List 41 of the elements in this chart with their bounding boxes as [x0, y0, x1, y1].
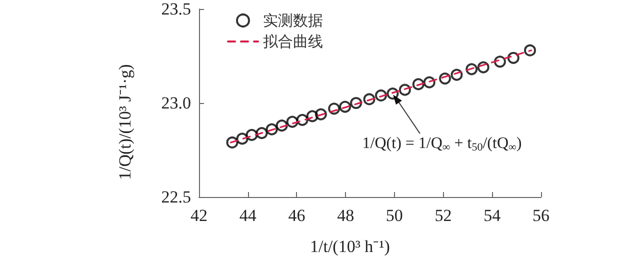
y-tick-label: 23.5 [161, 0, 191, 18]
x-tick-label: 42 [190, 206, 208, 225]
point [375, 89, 387, 102]
x-tick-label: 50 [386, 206, 403, 225]
point [314, 108, 327, 120]
point [412, 78, 424, 90]
y-axis-title: 1/Q(t)/(10³ J⁻¹·g) [116, 64, 134, 180]
point [256, 127, 268, 140]
point [398, 84, 411, 96]
point [236, 132, 248, 145]
x-tick-label: 48 [337, 206, 354, 225]
point [286, 116, 298, 128]
y-tick-label: 22.5 [161, 188, 191, 206]
point [466, 63, 478, 76]
point [450, 68, 463, 81]
point [306, 110, 318, 122]
point [507, 52, 520, 64]
x-tick-label: 54 [484, 206, 502, 225]
point [423, 76, 436, 88]
point [386, 88, 399, 100]
x-tick-label: 52 [434, 206, 452, 225]
point [328, 102, 340, 115]
x-tick-label: 46 [288, 206, 306, 225]
x-axis-title: 1/t/(10³ h⁻¹) [310, 237, 390, 256]
legend-label: 实测数据 [263, 12, 323, 30]
point [363, 93, 376, 106]
point [266, 123, 278, 136]
x-tick-label: 44 [239, 206, 257, 225]
point [276, 120, 288, 132]
y-tick-label: 23.0 [161, 94, 191, 112]
point [494, 56, 506, 68]
point [226, 136, 238, 148]
point [524, 44, 536, 56]
point [339, 100, 352, 113]
point [350, 97, 362, 109]
point [246, 128, 258, 141]
point [477, 61, 490, 74]
legend-label: 拟合曲线 [263, 32, 323, 50]
point [296, 114, 308, 126]
x-tick-label: 56 [532, 206, 550, 225]
point [439, 72, 451, 85]
